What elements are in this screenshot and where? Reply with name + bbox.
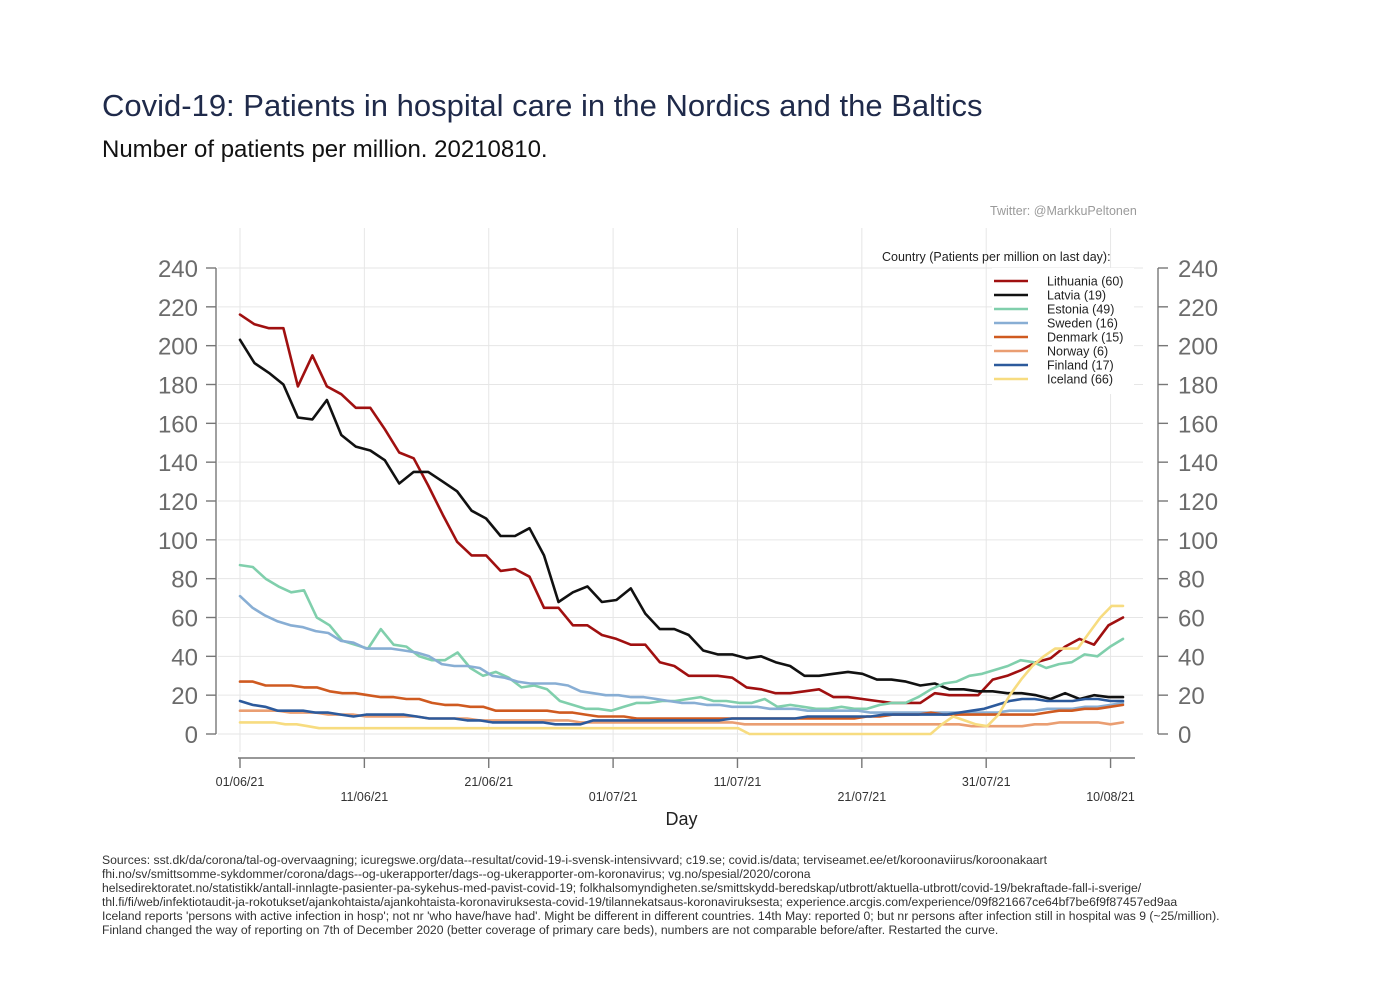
y-tick-label-right: 160 xyxy=(1178,411,1218,438)
grid-lines xyxy=(218,228,1143,752)
y-tick-label-left: 0 xyxy=(185,722,198,749)
legend-label: Estonia (49) xyxy=(1047,303,1114,317)
y-tick-label-right: 120 xyxy=(1178,489,1218,516)
sources-note: Sources: sst.dk/da/corona/tal-og-overvaa… xyxy=(102,853,1220,937)
y-tick-label-left: 40 xyxy=(171,644,198,671)
y-tick-label-right: 0 xyxy=(1178,722,1191,749)
series-line xyxy=(238,563,1125,713)
series-lines xyxy=(238,313,1125,736)
line-chart: 0 0 20 20 40 40 60 60 80 80 100 100 120 120 140 140 160 1… xyxy=(158,228,1218,829)
y-tick-label-left: 20 xyxy=(171,683,198,710)
source-line-2: fhi.no/sv/smittsomme-sykdommer/corona/da… xyxy=(102,867,811,881)
y-tick-label-left: 180 xyxy=(158,373,198,400)
y-tick-label-left: 240 xyxy=(158,256,198,283)
legend-label: Iceland (66) xyxy=(1047,373,1113,387)
y-tick-label-right: 180 xyxy=(1178,373,1218,400)
y-tick-label-left: 80 xyxy=(171,567,198,594)
x-tick-label: 01/07/21 xyxy=(589,790,638,804)
y-tick-label-right: 240 xyxy=(1178,256,1218,283)
chart-title: Covid-19: Patients in hospital care in t… xyxy=(102,88,983,123)
y-tick-label-left: 220 xyxy=(158,295,198,322)
y-tick-label-left: 200 xyxy=(158,334,198,361)
legend-label: Latvia (19) xyxy=(1047,289,1106,303)
y-tick-label-left: 160 xyxy=(158,411,198,438)
source-line-3: helsedirektoratet.no/statistikk/antall-i… xyxy=(102,881,1142,895)
x-tick-label: 31/07/21 xyxy=(962,775,1011,789)
source-line-6: Finland changed the way of reporting on … xyxy=(102,923,999,937)
y-tick-label-right: 200 xyxy=(1178,334,1218,361)
series-line xyxy=(238,604,1125,736)
y-tick-label-right: 60 xyxy=(1178,606,1205,633)
series-line xyxy=(238,338,1125,701)
x-tick-label: 10/08/21 xyxy=(1086,790,1135,804)
x-tick-label: 01/06/21 xyxy=(216,775,265,789)
legend-label: Denmark (15) xyxy=(1047,331,1123,345)
x-tick-label: 11/06/21 xyxy=(340,790,388,804)
y-tick-label-left: 100 xyxy=(158,528,198,555)
chart-subtitle: Number of patients per million. 20210810… xyxy=(102,136,548,163)
source-line-5: Iceland reports 'persons with active inf… xyxy=(102,909,1220,923)
legend-label: Lithuania (60) xyxy=(1047,275,1123,289)
legend-label: Finland (17) xyxy=(1047,359,1114,373)
y-tick-label-right: 40 xyxy=(1178,644,1205,671)
series-line xyxy=(238,680,1125,720)
y-tick-label-right: 20 xyxy=(1178,683,1205,710)
y-tick-label-right: 220 xyxy=(1178,295,1218,322)
x-tick-label: 11/07/21 xyxy=(714,775,762,789)
series-line xyxy=(238,313,1125,705)
axes: 0 0 20 20 40 40 60 60 80 80 100 100 120 120 140 140 160 1… xyxy=(158,256,1218,829)
legend-title: Country (Patients per million on last da… xyxy=(882,250,1111,264)
series-line xyxy=(238,594,1125,714)
series-line xyxy=(238,697,1125,726)
series-line xyxy=(238,709,1125,728)
source-line-4: thl.fi/fi/web/infektiotaudit-ja-rokotuks… xyxy=(102,895,1178,909)
y-tick-label-left: 140 xyxy=(158,450,198,477)
x-tick-label: 21/06/21 xyxy=(464,775,513,789)
x-axis-label: Day xyxy=(665,809,697,829)
x-tick-label: 21/07/21 xyxy=(837,790,886,804)
y-tick-label-left: 120 xyxy=(158,489,198,516)
legend-label: Norway (6) xyxy=(1047,345,1108,359)
credit-text: Twitter: @MarkkuPeltonen xyxy=(990,204,1137,218)
legend-background xyxy=(992,268,1134,394)
source-line-1: Sources: sst.dk/da/corona/tal-og-overvaa… xyxy=(102,853,1047,867)
legend: Country (Patients per million on last da… xyxy=(882,250,1134,394)
y-tick-label-right: 100 xyxy=(1178,528,1218,555)
legend-label: Sweden (16) xyxy=(1047,317,1118,331)
y-tick-label-left: 60 xyxy=(171,606,198,633)
y-tick-label-right: 80 xyxy=(1178,567,1205,594)
y-tick-label-right: 140 xyxy=(1178,450,1218,477)
